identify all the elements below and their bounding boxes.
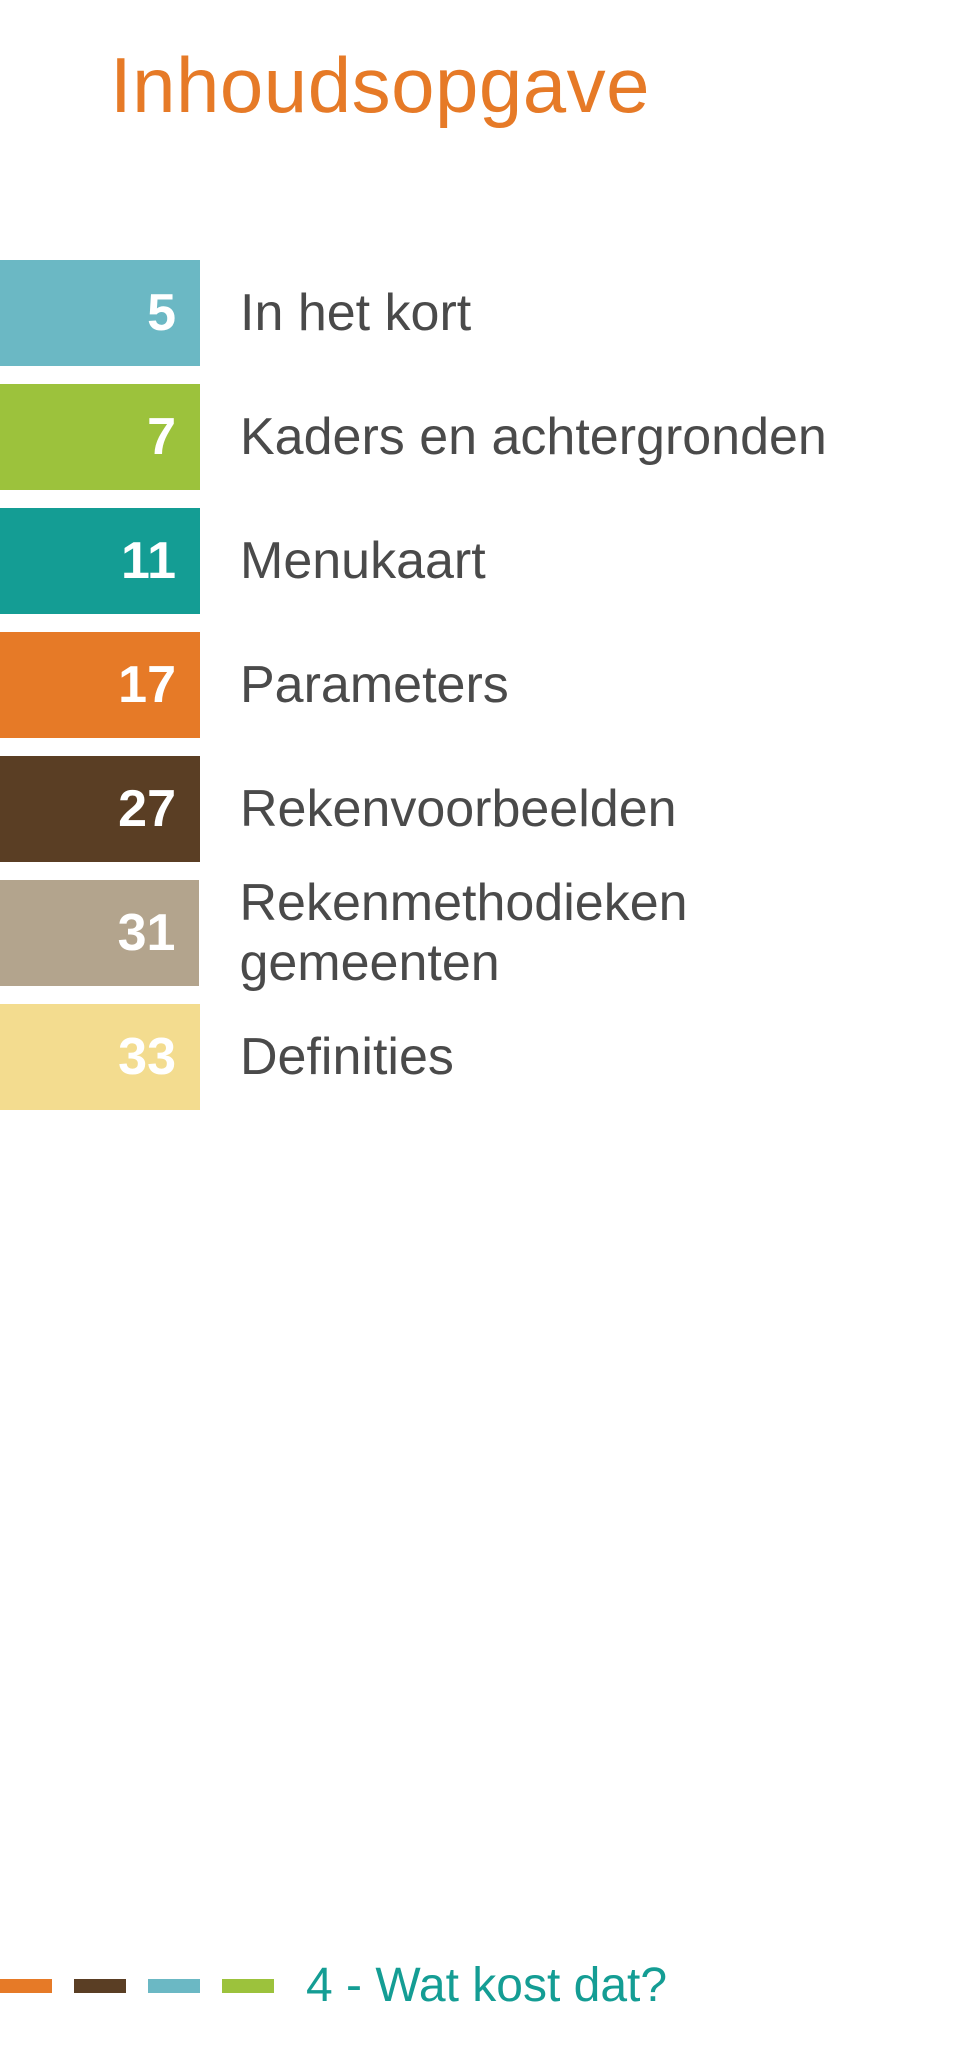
toc-page-number: 17 bbox=[0, 632, 200, 738]
toc-page-number: 5 bbox=[0, 260, 200, 366]
toc-row: 31Rekenmethodieken gemeenten bbox=[0, 880, 960, 986]
toc-label: Rekenvoorbeelden bbox=[240, 779, 677, 839]
footer-dash bbox=[0, 1979, 52, 1993]
toc-label: In het kort bbox=[240, 283, 471, 343]
toc-row: 11 Menukaart bbox=[0, 508, 960, 614]
page-footer: 4 - Wat kost dat? bbox=[0, 1958, 667, 2013]
footer-doc-title: Wat kost dat? bbox=[375, 1959, 667, 2012]
footer-dash bbox=[148, 1979, 200, 1993]
footer-separator: - bbox=[333, 1959, 376, 2012]
toc-page-number: 11 bbox=[0, 508, 200, 614]
footer-text: 4 - Wat kost dat? bbox=[306, 1958, 667, 2013]
toc-page-number: 27 bbox=[0, 756, 200, 862]
toc-row: 33 Definities bbox=[0, 1004, 960, 1110]
toc-row: 7 Kaders en achtergronden bbox=[0, 384, 960, 490]
toc-page-number: 31 bbox=[0, 880, 199, 986]
footer-page-number: 4 bbox=[306, 1959, 333, 2012]
toc-label: Parameters bbox=[240, 655, 509, 715]
toc-page-number: 33 bbox=[0, 1004, 200, 1110]
toc-label: Kaders en achtergronden bbox=[240, 407, 827, 467]
toc-label: Definities bbox=[240, 1027, 454, 1087]
table-of-contents: 5 In het kort 7 Kaders en achtergronden 11 Me… bbox=[0, 260, 960, 1128]
toc-page-number: 7 bbox=[0, 384, 200, 490]
footer-dash bbox=[222, 1979, 274, 1993]
page: Inhoudsopgave 5 In het kort 7 Kaders en ach… bbox=[0, 0, 960, 2067]
toc-row: 17 Parameters bbox=[0, 632, 960, 738]
footer-dash bbox=[74, 1979, 126, 1993]
page-title: Inhoudsopgave bbox=[110, 40, 650, 131]
toc-label: Menukaart bbox=[240, 531, 486, 591]
toc-label: Rekenmethodieken gemeenten bbox=[239, 873, 960, 993]
toc-row: 5 In het kort bbox=[0, 260, 960, 366]
toc-row: 27 Rekenvoorbeelden bbox=[0, 756, 960, 862]
